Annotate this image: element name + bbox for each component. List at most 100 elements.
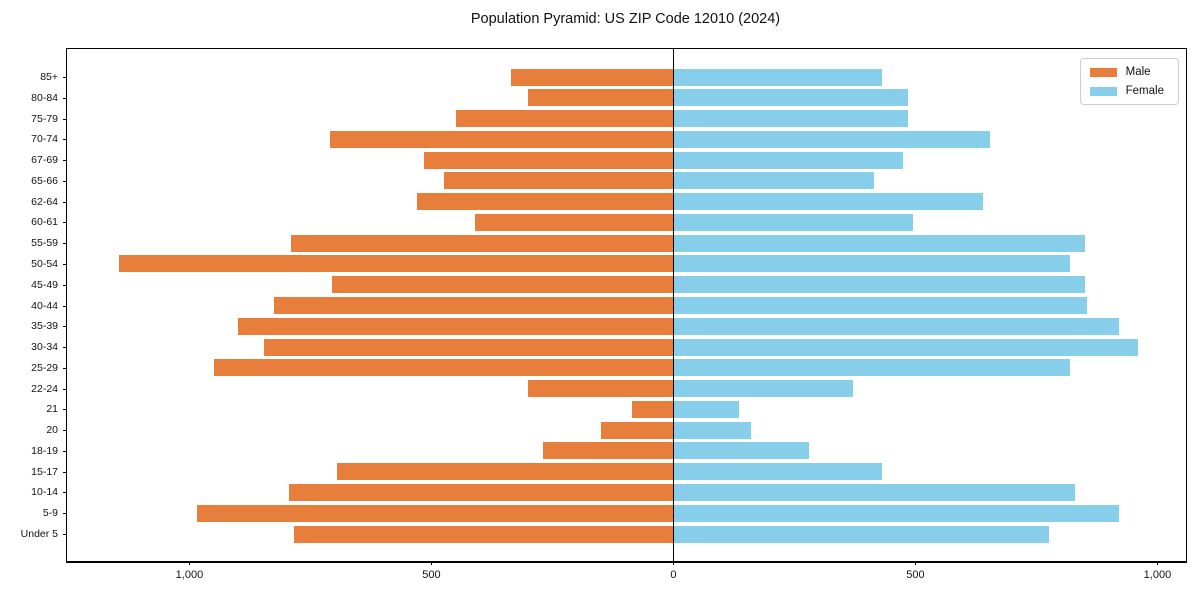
bar-male-65-66: [443, 172, 674, 190]
bar-male-85+: [511, 68, 674, 86]
female-swatch: [1089, 86, 1117, 96]
bar-male-55-59: [291, 234, 674, 252]
bar-male-10-14: [288, 483, 674, 501]
y-axis-tick: [63, 347, 67, 349]
y-axis-tick: [63, 139, 67, 141]
y-axis-label: 50-54: [31, 257, 58, 270]
y-axis-tick: [63, 471, 67, 473]
y-axis-tick: [63, 201, 67, 203]
y-axis-tick: [63, 222, 67, 224]
x-axis-tick-label: 1,000: [175, 569, 204, 581]
bar-male-21: [632, 400, 674, 418]
y-axis-label: 65-66: [31, 174, 58, 187]
bar-female-55-59: [673, 234, 1085, 252]
y-axis-label: 10-14: [31, 486, 58, 499]
x-axis-tick-label: 1,000: [1143, 569, 1172, 581]
y-axis-tick: [63, 326, 67, 328]
y-axis-tick: [63, 305, 67, 307]
bar-female-65-66: [673, 172, 875, 190]
bar-male-under-5: [293, 525, 674, 543]
x-axis-tick-label: 500: [906, 569, 925, 581]
y-axis-label: 15-17: [31, 465, 58, 478]
y-axis-label: 30-34: [31, 341, 58, 354]
bar-male-25-29: [213, 359, 674, 377]
bar-male-67-69: [424, 151, 674, 169]
bar-male-50-54: [119, 255, 674, 273]
bar-female-75-79: [673, 110, 909, 128]
bar-female-20: [673, 421, 751, 439]
legend-item-female: Female: [1089, 85, 1168, 97]
y-axis-label: 55-59: [31, 237, 58, 250]
y-axis-tick: [63, 534, 67, 535]
y-axis-label: 67-69: [31, 154, 58, 167]
bar-male-35-39: [237, 317, 674, 335]
bar-female-15-17: [673, 463, 882, 481]
bar-female-60-61: [673, 213, 914, 231]
y-axis-tick: [63, 263, 67, 265]
male-swatch: [1089, 67, 1117, 77]
y-axis-tick: [63, 492, 67, 494]
bar-male-22-24: [528, 380, 674, 398]
y-axis-tick: [63, 388, 67, 390]
y-axis-tick: [63, 243, 67, 245]
bar-female-30-34: [673, 338, 1139, 356]
bar-female-under-5: [673, 525, 1049, 543]
bar-female-25-29: [673, 359, 1071, 377]
bar-female-67-69: [673, 151, 904, 169]
y-axis-tick: [63, 409, 67, 411]
bar-female-21: [673, 400, 739, 418]
bar-female-40-44: [673, 297, 1088, 314]
bar-male-75-79: [455, 110, 674, 128]
bar-female-62-64: [673, 193, 984, 211]
y-axis-label: 80-84: [31, 91, 58, 104]
bar-female-80-84: [673, 89, 909, 107]
y-axis-label: 20: [46, 424, 58, 437]
bar-male-70-74: [329, 130, 674, 148]
y-axis-label: 62-64: [31, 195, 58, 208]
bar-female-50-54: [673, 255, 1071, 273]
plot-area: Male Female 85+ 80-84 75-79 70-74 67-69 65-66…: [21, 48, 1187, 581]
bar-female-35-39: [673, 317, 1119, 335]
zero-line: [672, 49, 675, 561]
legend-label-female: Female: [1125, 85, 1164, 97]
bar-male-45-49: [332, 276, 674, 294]
bar-male-15-17: [337, 463, 674, 481]
bar-female-45-49: [673, 276, 1085, 294]
y-axis-tick: [63, 77, 67, 78]
y-axis-label: 22-24: [31, 382, 58, 395]
bar-female-85+: [673, 68, 882, 86]
y-axis-tick: [63, 450, 67, 452]
y-axis-label: 21: [46, 403, 58, 416]
bar-male-30-34: [264, 338, 674, 356]
y-axis-label: 40-44: [31, 299, 58, 312]
y-axis-tick: [63, 367, 67, 369]
y-axis-label: 85+: [40, 71, 58, 83]
y-axis-tick: [63, 118, 67, 120]
bar-male-62-64: [416, 193, 674, 211]
x-axis-tick: [915, 561, 917, 565]
x-axis-tick-label: 500: [422, 569, 441, 581]
x-axis-tick: [673, 561, 675, 565]
y-axis-label: 18-19: [31, 444, 58, 457]
chart-title: Population Pyramid: US ZIP Code 12010 (2…: [470, 11, 781, 27]
legend: Male Female: [1079, 58, 1179, 105]
y-axis-tick: [63, 430, 67, 432]
y-axis-tick: [63, 513, 67, 515]
y-axis-label: 60-61: [31, 216, 58, 229]
bar-male-18-19: [542, 442, 674, 460]
x-axis-tick-label: 0: [670, 569, 677, 581]
y-axis-label: 70-74: [31, 133, 58, 146]
y-axis-label: 75-79: [31, 112, 58, 125]
y-axis-label: 45-49: [31, 278, 58, 291]
y-axis-tick: [63, 97, 67, 99]
bar-male-60-61: [475, 213, 674, 231]
x-axis-tick: [1157, 561, 1159, 565]
y-axis-label: Under 5: [20, 528, 58, 540]
legend-label-male: Male: [1125, 66, 1151, 78]
bar-female-70-74: [673, 130, 991, 148]
bar-male-80-84: [528, 89, 674, 107]
bar-female-18-19: [673, 442, 809, 460]
y-axis-label: 25-29: [31, 361, 58, 374]
y-axis-tick: [63, 160, 67, 162]
